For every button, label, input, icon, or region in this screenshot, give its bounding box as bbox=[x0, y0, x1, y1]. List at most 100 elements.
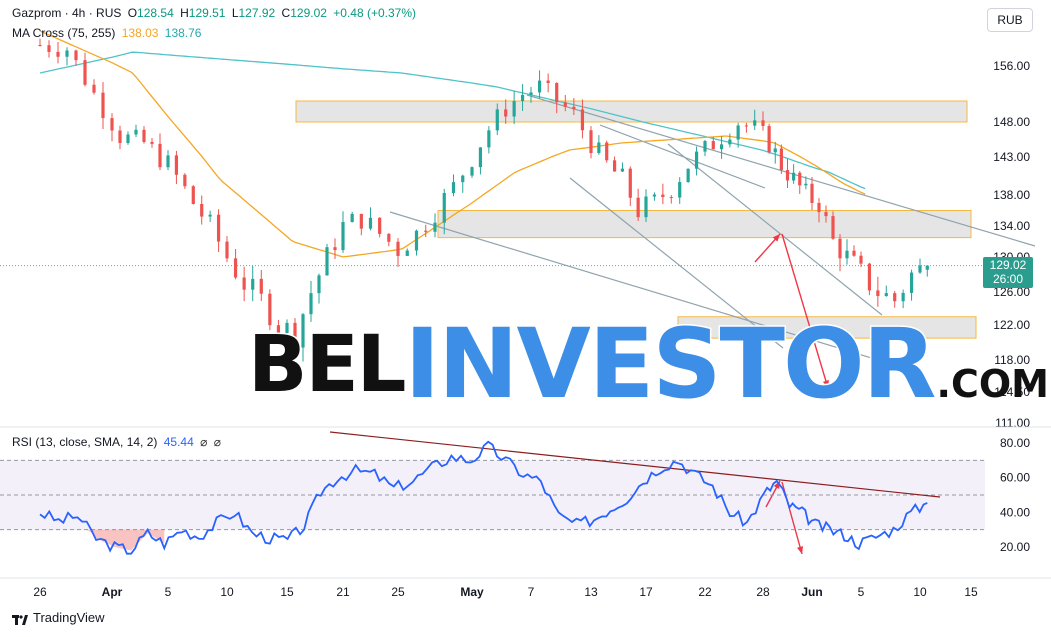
time-tick-label: 5 bbox=[858, 585, 865, 599]
candle bbox=[852, 245, 856, 257]
candle bbox=[126, 131, 130, 145]
candle-body bbox=[804, 183, 808, 186]
rsi-axis[interactable]: 80.00 60.00 40.00 20.00 bbox=[1000, 436, 1030, 554]
candle-body bbox=[225, 241, 229, 259]
candle bbox=[589, 126, 593, 159]
price-arrow-down-head bbox=[822, 380, 829, 388]
zone-1 bbox=[295, 100, 968, 123]
candle bbox=[301, 312, 305, 362]
candle bbox=[669, 195, 673, 204]
candle-body bbox=[773, 148, 777, 153]
candle bbox=[166, 150, 170, 171]
candle bbox=[191, 185, 195, 205]
price-tick-label: 156.00 bbox=[993, 59, 1030, 73]
candle bbox=[478, 147, 483, 175]
rsi-legend: RSI (13, close, SMA, 14, 2) 45.44 ⌀ ⌀ bbox=[12, 435, 224, 449]
currency-button[interactable]: RUB bbox=[987, 8, 1033, 32]
candle-body bbox=[83, 60, 87, 85]
candle-body bbox=[101, 92, 105, 119]
candle-body bbox=[520, 94, 525, 102]
candle-body bbox=[901, 292, 905, 302]
candle-body bbox=[537, 80, 542, 93]
candle bbox=[325, 243, 329, 276]
candle-body bbox=[918, 265, 922, 273]
candle-body bbox=[368, 217, 373, 229]
price-tick-label: 118.00 bbox=[994, 353, 1030, 367]
candle-body bbox=[636, 197, 640, 218]
candle-body bbox=[56, 51, 60, 57]
candle bbox=[753, 109, 757, 130]
candle-body bbox=[817, 202, 821, 213]
candle bbox=[47, 40, 51, 58]
candle bbox=[487, 126, 491, 154]
candle bbox=[276, 319, 281, 343]
time-tick-label: 28 bbox=[756, 585, 770, 599]
candle-body bbox=[208, 214, 212, 217]
watermark-part-1: BEL bbox=[246, 319, 407, 412]
candle bbox=[605, 140, 609, 163]
rsi-indicator-title[interactable]: RSI (13, close, SMA, 14, 2) bbox=[12, 435, 158, 449]
candle-body bbox=[405, 250, 409, 256]
candle bbox=[628, 166, 632, 206]
candle bbox=[83, 52, 87, 87]
candle bbox=[918, 258, 922, 274]
candle-body bbox=[546, 80, 550, 84]
price-tick-label: 114.50 bbox=[994, 385, 1030, 399]
candle bbox=[65, 47, 69, 66]
candle-body bbox=[251, 278, 255, 290]
candle-body bbox=[580, 109, 585, 131]
price-axis[interactable]: 156.00148.00143.00138.00134.00130.00126.… bbox=[993, 59, 1030, 430]
open-value: 128.54 bbox=[137, 6, 174, 20]
channel-line bbox=[569, 177, 784, 349]
rsi-extra-1: ⌀ bbox=[200, 435, 208, 449]
candle bbox=[845, 239, 849, 265]
candle bbox=[174, 150, 179, 184]
candle bbox=[661, 183, 665, 205]
time-tick-label: 5 bbox=[165, 585, 172, 599]
candle bbox=[546, 73, 550, 93]
candle bbox=[636, 188, 640, 221]
price-arrow-up-head bbox=[772, 234, 780, 242]
time-axis[interactable]: 26 Apr 5 10 15 21 25 May 7 13 17 22 28 Jun 5 10 15 bbox=[33, 585, 978, 599]
time-tick-label: 10 bbox=[913, 585, 927, 599]
tradingview-branding[interactable]: TradingView bbox=[12, 610, 105, 625]
candle-body bbox=[838, 238, 842, 259]
candle bbox=[333, 238, 337, 259]
ma-indicator-title[interactable]: MA Cross (75, 255) bbox=[12, 26, 116, 40]
candle bbox=[216, 209, 221, 253]
bar-countdown: 26:00 bbox=[992, 272, 1024, 286]
candle bbox=[451, 174, 456, 197]
symbol-title[interactable]: Gazprom · 4h · RUS bbox=[12, 6, 122, 20]
high-value: 129.51 bbox=[188, 6, 226, 20]
candle bbox=[761, 111, 765, 131]
candle-body bbox=[276, 325, 281, 333]
candle-body bbox=[678, 182, 682, 198]
candle bbox=[925, 265, 929, 277]
candle-body bbox=[563, 102, 567, 107]
rsi-value: 45.44 bbox=[163, 435, 194, 449]
price-tick-label: 126.00 bbox=[993, 285, 1030, 299]
tradingview-logo-icon bbox=[12, 613, 28, 625]
time-tick-label: 7 bbox=[528, 585, 535, 599]
candle-body bbox=[669, 197, 673, 199]
rsi-tick-label: 80.00 bbox=[1000, 436, 1030, 450]
candle-body bbox=[495, 109, 499, 131]
rsi-extra-2: ⌀ bbox=[213, 435, 221, 449]
candle-body bbox=[414, 230, 419, 251]
candle-body bbox=[126, 134, 130, 143]
ohlc-legend: Gazprom · 4h · RUS O128.54 H129.51 L127.… bbox=[12, 6, 419, 20]
candle-body bbox=[65, 50, 69, 57]
candle-body bbox=[893, 293, 897, 302]
candle bbox=[612, 156, 617, 172]
candle bbox=[396, 238, 400, 267]
candle-body bbox=[867, 263, 872, 291]
price-tick-label: 138.00 bbox=[993, 188, 1030, 202]
candle-body bbox=[644, 196, 648, 218]
candle bbox=[251, 265, 255, 302]
candle-body bbox=[703, 141, 707, 152]
candle-body bbox=[191, 186, 195, 204]
candle bbox=[773, 141, 777, 164]
candle-body bbox=[845, 250, 849, 259]
rsi-line bbox=[39, 440, 928, 555]
